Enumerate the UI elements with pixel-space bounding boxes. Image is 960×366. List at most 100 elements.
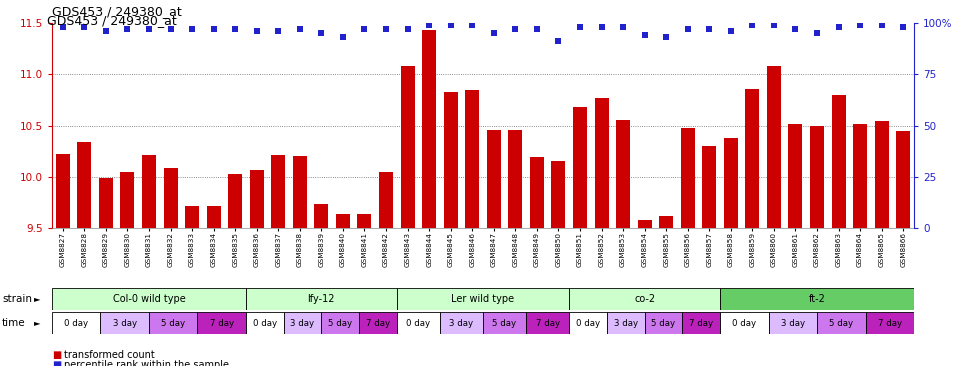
Bar bbox=[272, 155, 285, 228]
Text: 5 day: 5 day bbox=[829, 318, 853, 328]
Point bbox=[809, 30, 825, 36]
Text: ►: ► bbox=[34, 295, 40, 303]
Bar bbox=[163, 168, 178, 228]
Point bbox=[443, 22, 458, 28]
Bar bbox=[99, 178, 113, 228]
Bar bbox=[56, 154, 70, 228]
Bar bbox=[720, 288, 914, 310]
Text: Ler wild type: Ler wild type bbox=[451, 294, 515, 304]
Point bbox=[702, 26, 717, 32]
Bar bbox=[149, 312, 198, 334]
Point bbox=[572, 24, 588, 30]
Point bbox=[335, 34, 350, 40]
Text: 3 day: 3 day bbox=[291, 318, 315, 328]
Text: 0 day: 0 day bbox=[252, 318, 276, 328]
Bar bbox=[198, 312, 246, 334]
Text: transformed count: transformed count bbox=[64, 350, 155, 360]
Point bbox=[723, 28, 738, 34]
Point bbox=[745, 22, 760, 28]
Text: 3 day: 3 day bbox=[449, 318, 473, 328]
Bar bbox=[322, 312, 359, 334]
Bar bbox=[551, 161, 565, 228]
Point bbox=[852, 22, 868, 28]
Bar bbox=[616, 120, 630, 228]
Bar bbox=[817, 312, 866, 334]
Point bbox=[271, 28, 286, 34]
Bar bbox=[594, 98, 609, 228]
Point bbox=[896, 24, 911, 30]
Bar bbox=[206, 206, 221, 228]
Point bbox=[636, 32, 652, 38]
Bar bbox=[314, 205, 328, 228]
Bar bbox=[293, 156, 307, 228]
Bar bbox=[660, 216, 673, 228]
Bar bbox=[78, 142, 91, 228]
Point bbox=[831, 24, 847, 30]
Bar bbox=[283, 312, 322, 334]
Point bbox=[249, 28, 264, 34]
Bar bbox=[357, 214, 372, 228]
Bar bbox=[52, 288, 246, 310]
Bar bbox=[250, 169, 264, 228]
Point bbox=[357, 26, 372, 32]
Bar bbox=[767, 66, 780, 228]
Bar bbox=[359, 312, 396, 334]
Text: strain: strain bbox=[2, 294, 32, 304]
Point bbox=[594, 24, 610, 30]
Point bbox=[551, 38, 566, 44]
Text: 5 day: 5 day bbox=[161, 318, 185, 328]
Bar bbox=[810, 126, 824, 228]
Text: 7 day: 7 day bbox=[877, 318, 901, 328]
Bar bbox=[526, 312, 569, 334]
Bar bbox=[440, 312, 483, 334]
Point bbox=[874, 22, 889, 28]
Text: 7 day: 7 day bbox=[536, 318, 560, 328]
Text: 0 day: 0 day bbox=[732, 318, 756, 328]
Text: GDS453 / 249380_at: GDS453 / 249380_at bbox=[52, 5, 181, 18]
Bar bbox=[866, 312, 914, 334]
Bar bbox=[530, 157, 544, 228]
Text: 7 day: 7 day bbox=[366, 318, 390, 328]
Bar bbox=[853, 124, 867, 228]
Point bbox=[766, 22, 781, 28]
Text: ►: ► bbox=[34, 318, 40, 328]
Bar bbox=[681, 127, 695, 228]
Bar bbox=[483, 312, 526, 334]
Bar bbox=[487, 130, 501, 228]
Point bbox=[184, 26, 200, 32]
Bar bbox=[52, 312, 101, 334]
Bar bbox=[683, 312, 720, 334]
Point bbox=[680, 26, 695, 32]
Text: 5 day: 5 day bbox=[328, 318, 352, 328]
Point bbox=[465, 22, 480, 28]
Point bbox=[486, 30, 501, 36]
Bar bbox=[724, 138, 738, 228]
Point bbox=[163, 26, 179, 32]
Bar bbox=[466, 90, 479, 228]
Point bbox=[421, 22, 437, 28]
Text: 7 day: 7 day bbox=[689, 318, 713, 328]
Bar bbox=[720, 312, 769, 334]
Text: 3 day: 3 day bbox=[613, 318, 637, 328]
Point bbox=[228, 26, 243, 32]
Text: ft-2: ft-2 bbox=[808, 294, 826, 304]
Text: lfy-12: lfy-12 bbox=[307, 294, 335, 304]
Point bbox=[292, 26, 307, 32]
Text: 0 day: 0 day bbox=[576, 318, 600, 328]
Bar bbox=[396, 312, 440, 334]
Point bbox=[314, 30, 329, 36]
Point bbox=[400, 26, 416, 32]
Point bbox=[141, 26, 156, 32]
Bar bbox=[120, 172, 134, 228]
Bar bbox=[396, 288, 569, 310]
Point bbox=[659, 34, 674, 40]
Text: ■: ■ bbox=[52, 350, 61, 360]
Text: time: time bbox=[2, 318, 26, 328]
Bar bbox=[745, 89, 759, 228]
Bar bbox=[142, 155, 156, 228]
Text: GDS453 / 249380_at: GDS453 / 249380_at bbox=[47, 14, 177, 27]
Bar bbox=[422, 30, 436, 228]
Bar bbox=[607, 312, 644, 334]
Bar bbox=[336, 214, 350, 228]
Bar bbox=[703, 146, 716, 228]
